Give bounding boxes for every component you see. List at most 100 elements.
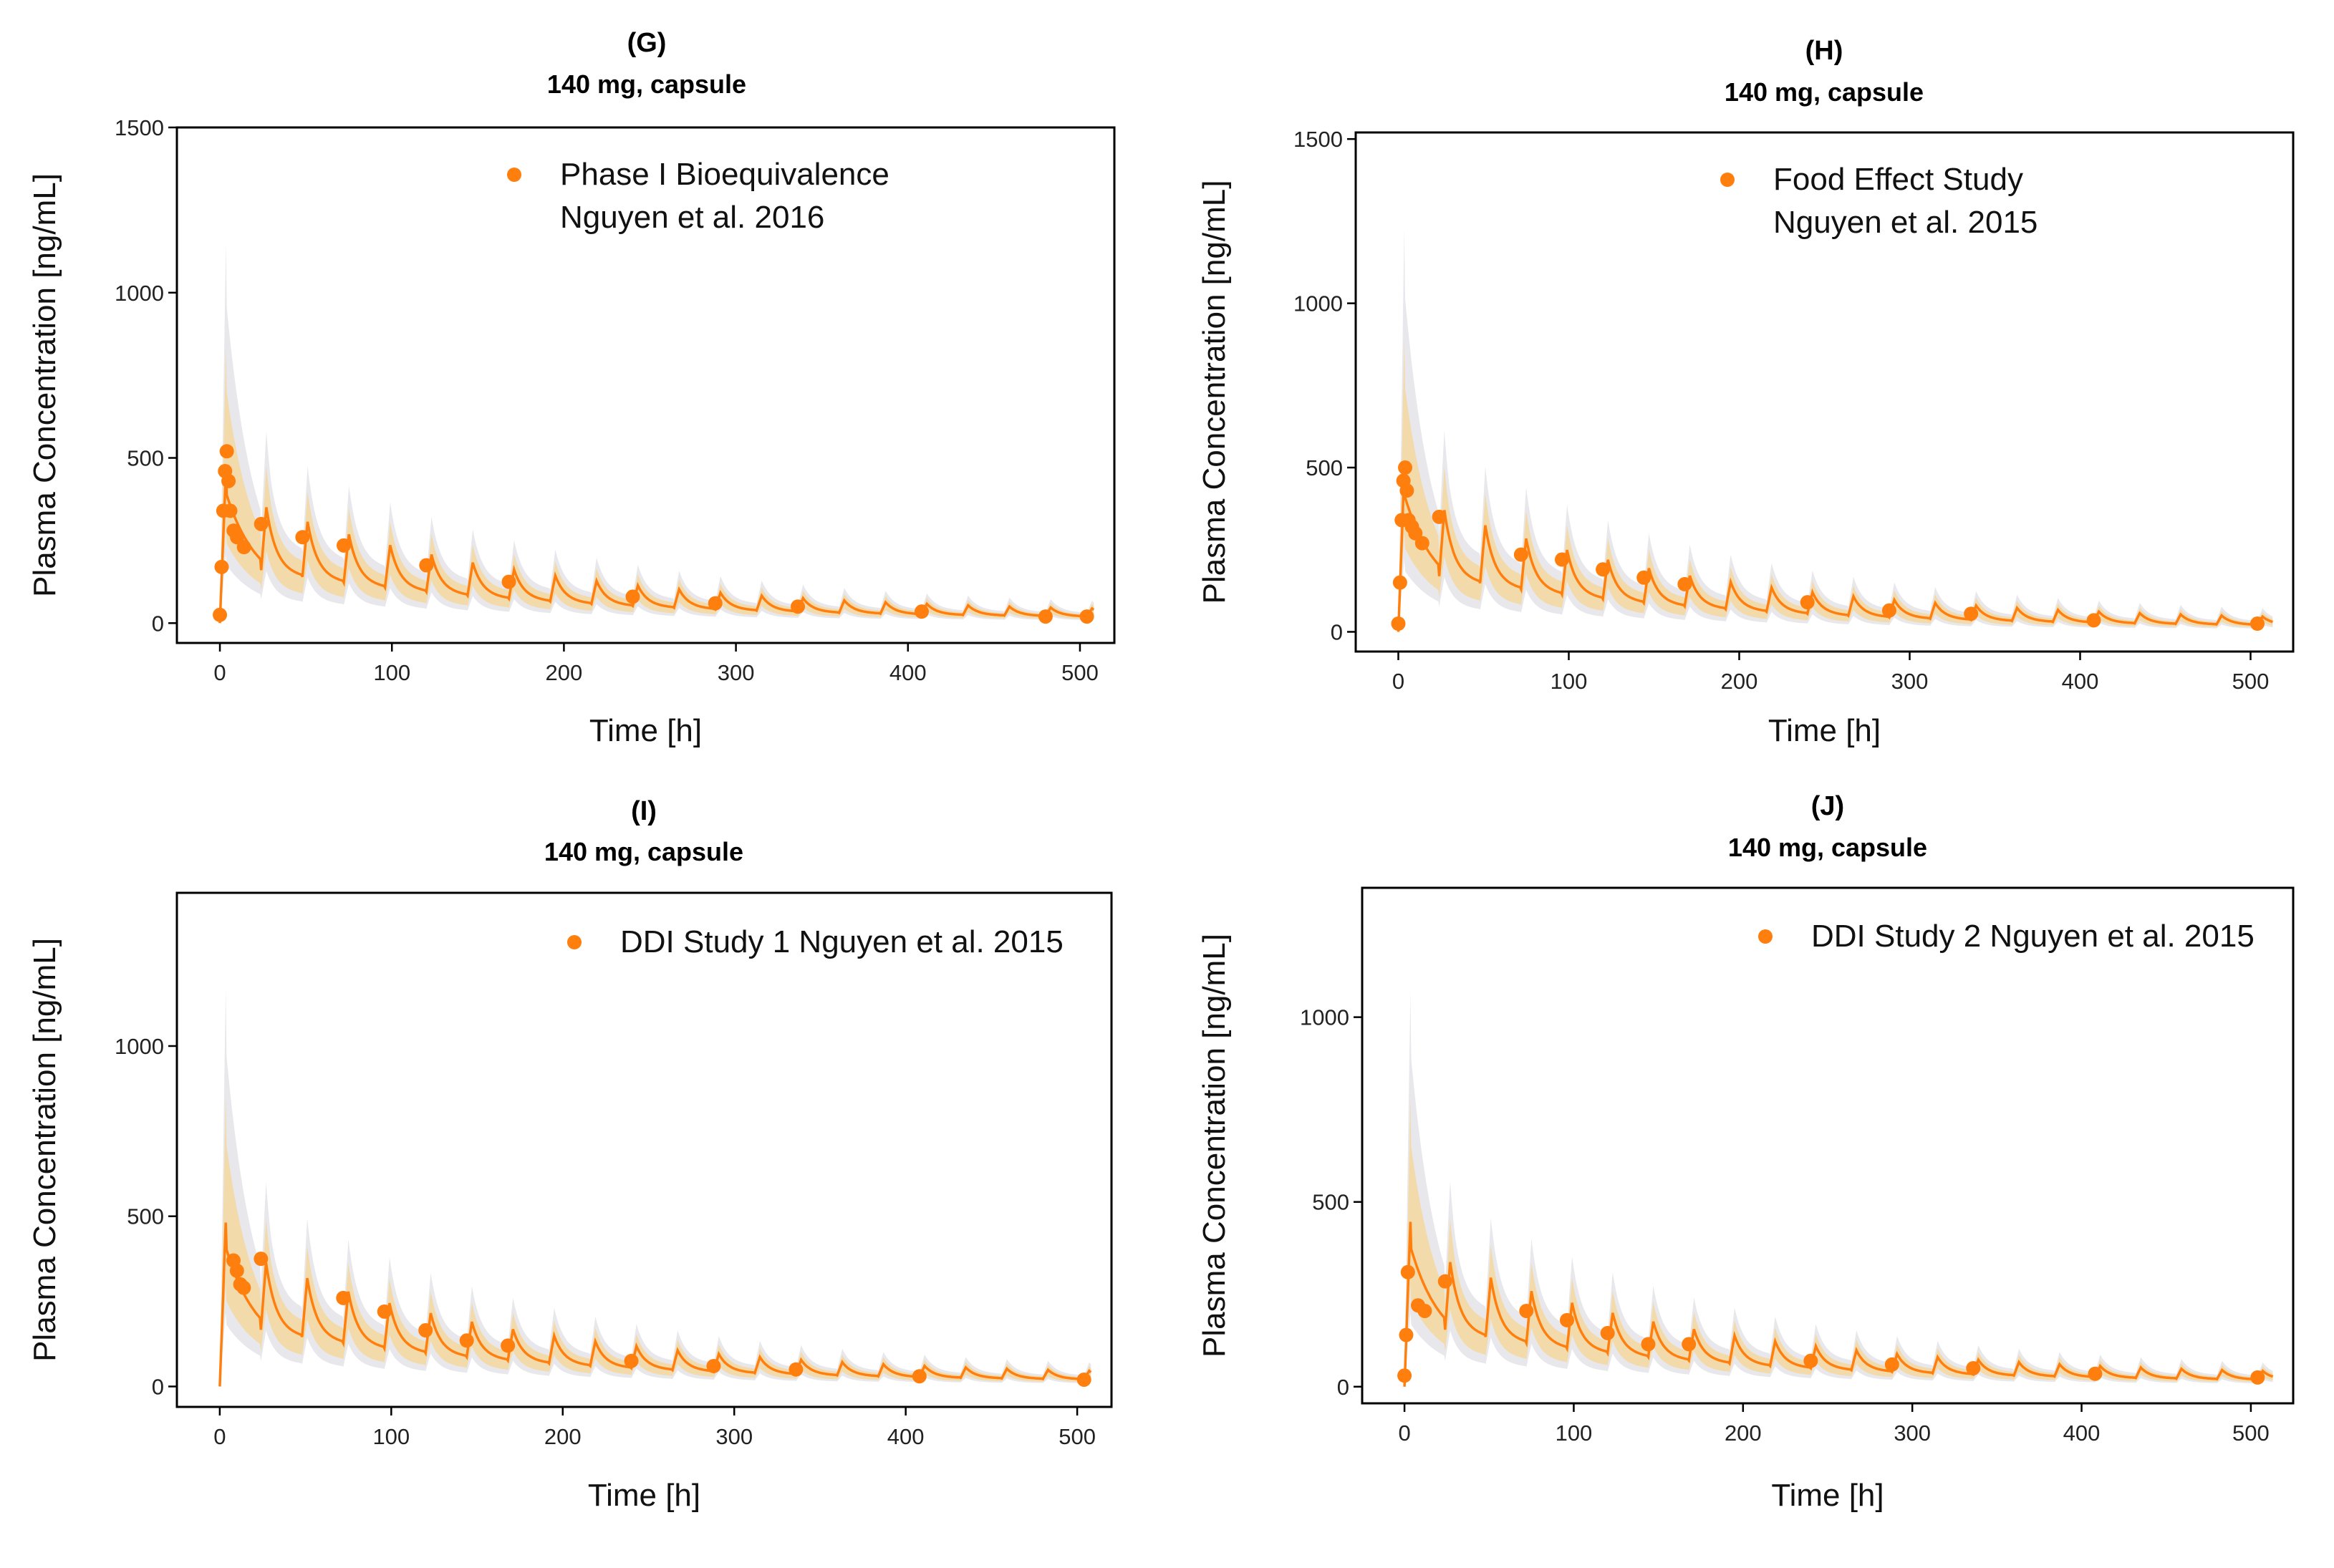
x-tick-label: 100 bbox=[373, 660, 410, 685]
y-tick-label: 500 bbox=[127, 1204, 164, 1229]
panel-label: (I) bbox=[631, 796, 657, 826]
observed-point bbox=[706, 1358, 721, 1373]
observed-point bbox=[1641, 1337, 1656, 1352]
plot-frame bbox=[175, 126, 1116, 644]
chart-title: 140 mg, capsule bbox=[544, 837, 743, 866]
legend-label: Nguyen et al. 2016 bbox=[560, 200, 824, 235]
y-tick-label: 1500 bbox=[1293, 127, 1343, 152]
y-axis-label: Plasma Concentration [ng/mL] bbox=[1197, 934, 1232, 1358]
observed-point bbox=[1397, 1368, 1412, 1383]
observed-point bbox=[419, 558, 434, 573]
legend-label: DDI Study 2 Nguyen et al. 2015 bbox=[1811, 919, 2255, 954]
y-axis-label: Plasma Concentration [ng/mL] bbox=[27, 173, 62, 597]
observed-point bbox=[789, 1362, 804, 1377]
observed-point bbox=[914, 604, 929, 619]
observed-point bbox=[1437, 1274, 1452, 1289]
simulated-median-line bbox=[1403, 1221, 2274, 1387]
y-axis-label: Plasma Concentration [ng/mL] bbox=[27, 938, 62, 1362]
x-tick-label: 100 bbox=[1551, 669, 1588, 694]
observed-point bbox=[1400, 1264, 1415, 1279]
observed-point bbox=[1600, 1325, 1615, 1340]
x-axis-label: Time [h] bbox=[1771, 1478, 1884, 1513]
x-tick-label: 0 bbox=[213, 1424, 226, 1449]
x-tick-label: 0 bbox=[1392, 669, 1404, 694]
observed-point bbox=[2250, 616, 2265, 631]
observed-point bbox=[1513, 547, 1528, 562]
observed-point bbox=[501, 1338, 516, 1353]
x-tick-label: 0 bbox=[1398, 1421, 1410, 1446]
legend-label: Nguyen et al. 2015 bbox=[1773, 205, 2038, 240]
observed-point bbox=[1636, 570, 1651, 585]
observed-point bbox=[213, 607, 228, 622]
x-tick-label: 0 bbox=[213, 660, 226, 685]
observed-point bbox=[219, 444, 234, 459]
observed-point bbox=[1596, 562, 1611, 577]
x-tick-label: 200 bbox=[546, 660, 583, 685]
y-tick-label: 1000 bbox=[1293, 291, 1343, 316]
observed-point bbox=[221, 473, 236, 488]
observed-point bbox=[377, 1304, 392, 1319]
x-tick-label: 400 bbox=[889, 660, 927, 685]
observed-point bbox=[912, 1369, 927, 1384]
observed-point bbox=[1803, 1353, 1818, 1368]
plot-area bbox=[218, 988, 1092, 1387]
observed-point bbox=[1884, 1357, 1899, 1372]
panel-label: (G) bbox=[627, 28, 667, 58]
observed-point bbox=[236, 1280, 251, 1295]
simulated-median-line bbox=[1397, 470, 2273, 632]
observed-point bbox=[501, 574, 516, 589]
panel-i: (I) 140 mg, capsule 0 100 200 300 400 500 0 500 10… bbox=[27, 796, 1113, 1513]
x-axis-label: Time [h] bbox=[588, 1478, 700, 1513]
observed-point bbox=[214, 559, 229, 574]
legend-marker bbox=[507, 168, 521, 182]
observed-point bbox=[1432, 509, 1447, 524]
observed-point bbox=[1038, 609, 1053, 624]
y-tick-label: 0 bbox=[152, 611, 164, 636]
observed-point bbox=[336, 1290, 351, 1305]
y-tick-label: 0 bbox=[1331, 619, 1343, 644]
observed-point bbox=[2250, 1370, 2265, 1385]
legend-marker bbox=[1758, 929, 1773, 944]
y-axis-label: Plasma Concentration [ng/mL] bbox=[1197, 180, 1232, 604]
observed-point bbox=[791, 599, 806, 614]
y-tick-label: 500 bbox=[1306, 455, 1343, 480]
observed-point bbox=[254, 516, 269, 531]
observed-point bbox=[1079, 609, 1094, 624]
simulated-median-line bbox=[218, 1222, 1092, 1387]
observed-point bbox=[223, 503, 238, 518]
plot-area bbox=[213, 243, 1095, 624]
panel-label: (H) bbox=[1805, 36, 1843, 66]
observed-point bbox=[625, 589, 640, 604]
simulated-median-line bbox=[218, 470, 1095, 624]
panel-h: (H) 140 mg, capsule 0 100 200 300 400 500 0 500 10… bbox=[1197, 36, 2295, 748]
observed-point bbox=[1519, 1303, 1534, 1318]
observed-point bbox=[1800, 595, 1815, 610]
y-tick-label: 0 bbox=[152, 1374, 164, 1399]
x-tick-label: 500 bbox=[1061, 660, 1099, 685]
observed-point bbox=[1677, 576, 1692, 591]
legend-label: DDI Study 1 Nguyen et al. 2015 bbox=[620, 924, 1064, 959]
observed-point bbox=[624, 1353, 639, 1368]
observed-point bbox=[1399, 1327, 1414, 1342]
x-tick-label: 200 bbox=[1721, 669, 1758, 694]
observed-point bbox=[418, 1323, 433, 1338]
y-tick-label: 1500 bbox=[115, 115, 164, 140]
observed-point bbox=[1398, 460, 1413, 475]
plot-frame bbox=[1361, 886, 2295, 1405]
observed-point bbox=[254, 1252, 269, 1267]
observed-point bbox=[708, 596, 723, 611]
y-tick-label: 500 bbox=[1312, 1190, 1349, 1215]
legend-label: Phase I Bioequivalence bbox=[560, 157, 889, 192]
panel-g: (G) 140 mg, capsule 0 100 200 300 400 500 0 500 10… bbox=[27, 28, 1116, 748]
panel-label: (J) bbox=[1811, 791, 1844, 821]
y-tick-label: 1000 bbox=[115, 281, 164, 306]
x-tick-label: 500 bbox=[1059, 1424, 1096, 1449]
x-tick-label: 200 bbox=[1725, 1421, 1762, 1446]
chart-title: 140 mg, capsule bbox=[1725, 77, 1924, 107]
x-tick-label: 100 bbox=[372, 1424, 410, 1449]
x-tick-label: 500 bbox=[2232, 669, 2270, 694]
legend-marker bbox=[1720, 173, 1735, 187]
x-tick-label: 300 bbox=[1894, 1421, 1931, 1446]
observed-point bbox=[1414, 536, 1429, 551]
